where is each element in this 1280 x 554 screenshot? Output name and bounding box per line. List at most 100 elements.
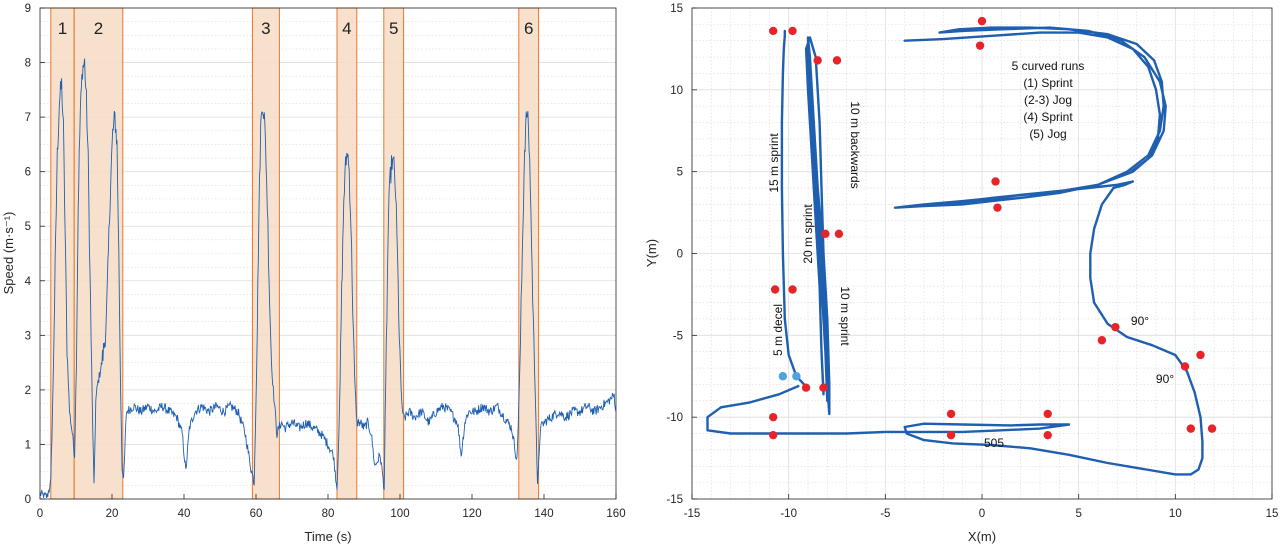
cone-marker (821, 229, 830, 239)
cone-marker (813, 56, 822, 65)
cone-marker (1186, 424, 1196, 433)
cone-marker (834, 229, 844, 239)
speed-ticks: 0 20 40 60 80 100 120 140 160 0 1 2 3 4 5 6 7 8 9 (25, 3, 626, 520)
trajectory-y-tick-label: -10 (666, 412, 683, 424)
trajectory-y-tick-label: -5 (673, 330, 683, 342)
speed-x-tick-label: 160 (606, 508, 625, 520)
speed-y-axis-label: Speed (m·s⁻¹) (1, 212, 16, 295)
cone-marker (832, 56, 842, 65)
curved-run-2-3: (2-3) Jog (1024, 93, 1072, 107)
cone-marker (769, 430, 778, 440)
cone-marker (1207, 424, 1217, 433)
sprint-20m-label: 20 m sprint (801, 204, 815, 264)
segment-band-5 (383, 7, 405, 500)
cone-marker (977, 16, 987, 26)
trajectory-y-tick-label: 15 (670, 3, 683, 15)
speed-y-tick-label: 7 (25, 112, 31, 124)
cone-marker (946, 409, 956, 419)
speed-line (39, 58, 617, 498)
speed-x-tick-label: 80 (322, 508, 335, 520)
decel-5m-label: 5 m decel (771, 304, 785, 356)
trajectory-x-tick-label: 5 (1075, 508, 1081, 520)
trajectory-x-tick-label: 15 (1266, 508, 1279, 520)
speed-y-tick-label: 9 (25, 3, 31, 15)
cone-marker (769, 412, 778, 422)
speed-y-tick-label: 0 (25, 494, 31, 506)
trajectory-paths (706, 26, 1204, 476)
speed-y-tick-label: 3 (25, 330, 31, 342)
cone-marker (801, 383, 811, 392)
cone-markers (769, 16, 1217, 440)
cone-marker (946, 430, 956, 440)
cone-marker (1180, 362, 1190, 371)
speed-x-tick-label: 60 (250, 508, 263, 520)
cone-marker (770, 285, 780, 294)
start-marker (778, 372, 788, 381)
curved-runs-legend: 5 curved runs (1) Sprint (2-3) Jog (4) S… (1012, 59, 1085, 141)
trajectory-y-tick-label: 0 (677, 249, 683, 261)
segment-band-2 (73, 7, 124, 500)
segment-label-4: 4 (342, 19, 351, 38)
cone-marker (1043, 409, 1052, 419)
speed-x-tick-label: 20 (106, 508, 119, 520)
sprint-15m-label: 15 m sprint (767, 133, 781, 193)
segment-band-3 (251, 7, 280, 500)
speed-y-tick-label: 4 (25, 276, 32, 288)
trajectory-y-tick-label: 10 (670, 85, 683, 97)
speed-x-tick-label: 0 (37, 508, 43, 520)
speed-x-tick-label: 120 (462, 508, 481, 520)
cone-marker (991, 177, 1000, 186)
cone-marker (993, 203, 1002, 212)
speed-x-axis-label: Time (s) (304, 529, 351, 544)
speed-x-tick-label: 140 (534, 508, 553, 520)
trajectory-x-tick-label: 0 (979, 508, 985, 520)
cone-marker (769, 26, 778, 36)
cone-marker (819, 383, 828, 392)
trajectory-y-axis-label: Y(m) (644, 239, 659, 267)
speed-y-tick-label: 2 (25, 385, 31, 397)
trajectory-x-tick-label: -5 (880, 508, 890, 520)
curved-runs-title: 5 curved runs (1012, 59, 1085, 73)
speed-y-tick-label: 6 (25, 167, 31, 179)
segment-label-3: 3 (261, 19, 270, 38)
cone-marker (1111, 322, 1120, 332)
curved-run-4: (4) Sprint (1023, 110, 1073, 124)
segment-label-5: 5 (389, 19, 398, 38)
cone-marker (788, 285, 797, 294)
cone-marker (1043, 430, 1052, 440)
segment-label-6: 6 (524, 19, 533, 38)
start-marker (792, 372, 801, 381)
segment-label-1: 1 (58, 19, 67, 38)
curved-run-5: (5) Jog (1029, 127, 1066, 141)
trajectory-ticks: -15 -10 -5 0 5 10 15 -15 -10 -5 0 5 10 15 (666, 3, 1278, 520)
cone-marker (1196, 350, 1205, 360)
trajectory-x-tick-label: 10 (1169, 508, 1182, 520)
sprint-10m-label: 10 m sprint (838, 286, 852, 346)
trajectory-path-2 (804, 36, 831, 416)
cone-marker (788, 26, 797, 36)
cone-marker (1097, 336, 1107, 345)
trajectory-y-tick-label: -15 (666, 494, 683, 506)
backwards-10m-label: 10 m backwards (848, 101, 862, 188)
speed-x-tick-label: 100 (390, 508, 409, 520)
curved-run-1: (1) Sprint (1023, 76, 1073, 90)
speed-y-tick-label: 5 (25, 221, 31, 233)
segment-label-2: 2 (94, 19, 103, 38)
trajectory-x-tick-label: -10 (780, 508, 797, 520)
trajectory-x-axis-label: X(m) (968, 529, 996, 544)
label-505: 505 (984, 436, 1004, 450)
turn-90-label-1: 90° (1131, 314, 1149, 328)
trajectory-path-4 (706, 186, 1204, 476)
trajectory-path-3 (893, 26, 1167, 209)
speed-x-tick-label: 40 (178, 508, 191, 520)
trajectory-y-tick-label: 5 (677, 167, 683, 179)
trajectory-x-tick-label: -15 (684, 508, 701, 520)
speed-y-tick-label: 8 (25, 58, 31, 70)
speed-series (39, 58, 617, 498)
speed-y-tick-label: 1 (25, 439, 31, 451)
segment-band-4 (336, 7, 358, 500)
trajectory-chart: -15 -10 -5 0 5 10 15 -15 -10 -5 0 5 10 15 5 curved ru… (644, 3, 1278, 544)
turn-90-label-2: 90° (1156, 372, 1174, 386)
